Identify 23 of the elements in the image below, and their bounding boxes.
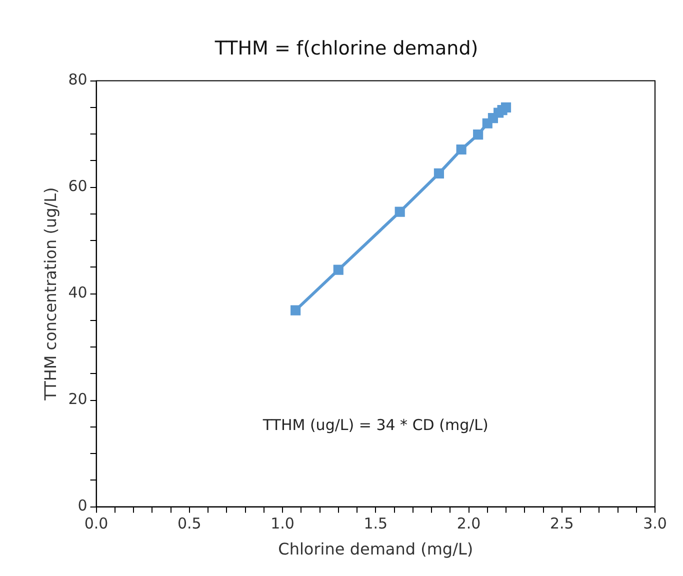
point	[456, 144, 466, 155]
y-tick-label: 0	[78, 496, 88, 515]
x-tick-label: 1.5	[364, 514, 388, 533]
point	[394, 206, 405, 217]
x-axis-title: Chlorine demand (mg/L)	[278, 540, 474, 559]
y-axis-title: TTHM concentration (ug/L)	[40, 187, 60, 402]
x-tick-label: 1.0	[270, 514, 294, 533]
x-tick-label: 2.0	[456, 514, 481, 533]
annotation: TTHM (ug/L) = 34 * CD (mg/L)	[262, 416, 488, 434]
x-tick-label: 3.0	[643, 514, 667, 533]
point	[333, 264, 344, 275]
y-tick-label: 40	[68, 284, 88, 302]
x-tick-label: 0.5	[177, 514, 202, 533]
x-tick-label: 0.0	[84, 514, 108, 533]
chart-title: TTHM = f(chlorine demand)	[214, 37, 478, 60]
y-tick-label: 20	[68, 390, 88, 408]
point	[434, 168, 444, 178]
point	[500, 102, 512, 112]
x-tick-label: 2.5	[550, 514, 574, 533]
point	[290, 305, 301, 316]
y-tick-label: 80	[68, 70, 88, 89]
point	[473, 130, 484, 140]
y-tick-label: 60	[68, 177, 88, 196]
